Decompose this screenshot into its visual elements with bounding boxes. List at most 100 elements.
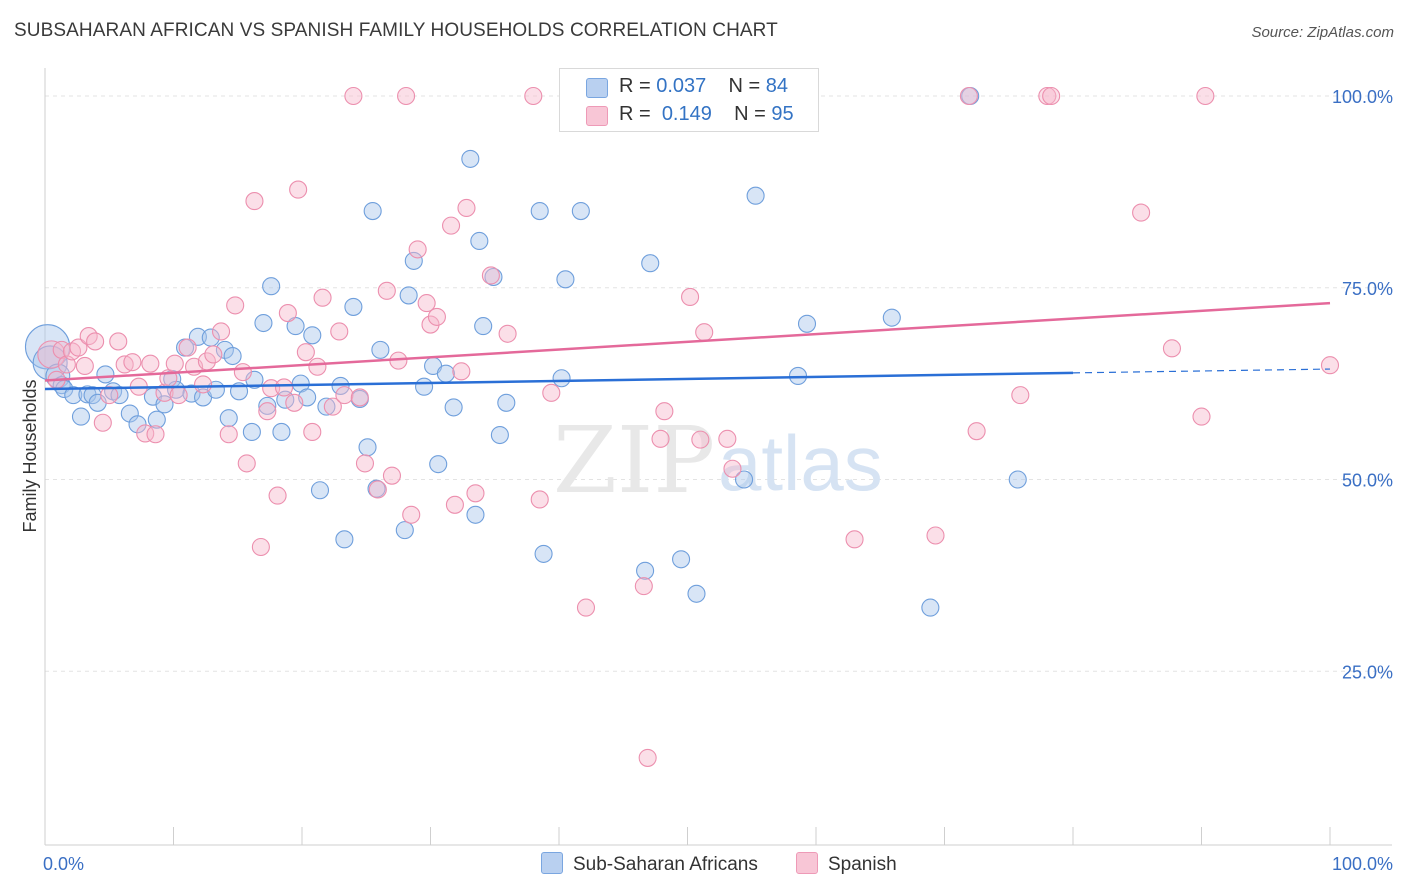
point-spanish (651, 429, 670, 448)
point-spanish (204, 345, 223, 364)
point-sub-saharan (636, 561, 655, 580)
point-spanish (219, 425, 238, 444)
point-spanish (350, 388, 369, 407)
point-spanish (274, 378, 294, 397)
point-sub-saharan (797, 314, 817, 333)
point-sub-saharan (147, 410, 166, 429)
point-spanish (1320, 356, 1340, 375)
point-spanish (691, 430, 710, 449)
point-sub-saharan (882, 308, 901, 327)
point-spanish (123, 353, 142, 372)
point-spanish (498, 324, 517, 343)
point-spanish (251, 537, 270, 557)
legend-n-value-pink: 95 (771, 103, 794, 125)
legend-swatch-pink (586, 106, 608, 126)
point-sub-saharan (96, 365, 115, 384)
point-sub-saharan (272, 422, 291, 441)
point-sub-saharan (363, 202, 382, 221)
point-spanish (695, 323, 714, 342)
point-sub-saharan (641, 254, 660, 273)
point-spanish (845, 530, 864, 549)
point-spanish (1042, 86, 1061, 106)
point-spanish (655, 402, 674, 421)
point-sub-saharan (571, 202, 590, 221)
watermark-atlas: atlas (718, 419, 883, 507)
point-sub-saharan (734, 470, 754, 489)
trend-lines (44, 301, 1331, 391)
point-spanish (959, 86, 978, 106)
legend-n-value-blue: 84 (765, 75, 789, 97)
point-spanish (402, 505, 421, 524)
point-spanish (417, 294, 436, 313)
point-sub-saharan (331, 376, 350, 395)
point-sub-saharan (258, 396, 277, 415)
point-sub-saharan (358, 438, 377, 457)
point-sub-saharan (470, 231, 489, 251)
legend-n-label: N = (728, 75, 761, 97)
correlation-legend: R = 0.037 N = 84 R = 0.149 N = 95 (559, 68, 819, 132)
point-sub-saharan (395, 521, 414, 540)
point-sub-saharan (490, 425, 509, 445)
point-sub-saharan (128, 415, 147, 434)
series-spanish (37, 86, 1340, 767)
point-sub-saharan (223, 346, 242, 366)
legend-r-value-pink: 0.149 (661, 103, 712, 125)
point-sub-saharan (444, 398, 463, 417)
y-tick-label: 50.0% (1342, 471, 1393, 491)
point-spanish (296, 343, 315, 362)
point-spanish (421, 315, 440, 334)
y-tick-label: 100.0% (1332, 87, 1393, 107)
point-spanish (268, 486, 287, 505)
point-spanish (262, 379, 281, 398)
point-spanish (237, 454, 256, 473)
y-axis-label: Family Households (20, 379, 40, 532)
point-spanish (355, 454, 375, 473)
point-spanish (1162, 339, 1181, 358)
point-spanish (452, 362, 471, 381)
point-spanish (481, 266, 500, 285)
point-spanish (308, 357, 327, 376)
y-tick-label: 25.0% (1342, 662, 1393, 682)
point-spanish (86, 332, 105, 351)
point-sub-saharan (254, 313, 273, 333)
point-sub-saharan (415, 377, 434, 396)
legend-r-label: R = (619, 103, 651, 125)
point-sub-saharan (474, 317, 493, 336)
point-sub-saharan (64, 386, 83, 405)
point-sub-saharan (399, 286, 418, 305)
y-tick-label: 75.0% (1342, 279, 1393, 299)
point-spanish (93, 413, 112, 432)
point-spanish (313, 288, 332, 307)
point-spanish (169, 386, 188, 405)
bottom-legend-swatch-pink (796, 852, 818, 874)
point-spanish (109, 332, 128, 351)
point-sub-saharan (310, 481, 330, 500)
point-sub-saharan (344, 297, 363, 316)
legend-n-label: N = (734, 103, 766, 125)
point-spanish (397, 86, 416, 106)
point-spanish (69, 338, 88, 357)
point-sub-saharan (317, 397, 336, 416)
watermark-zip: ZIP (553, 407, 715, 514)
point-spanish (245, 192, 264, 211)
point-spanish (233, 363, 252, 382)
point-sub-saharan (552, 369, 571, 388)
point-sub-saharan (1008, 470, 1027, 489)
point-spanish (1132, 203, 1151, 222)
point-spanish (285, 393, 304, 412)
bottom-legend-pink: Spanish (796, 852, 897, 876)
trend-line-pink (44, 301, 1331, 382)
point-sub-saharan (466, 505, 485, 524)
point-sub-saharan (371, 340, 390, 359)
gridlines (45, 95, 1392, 672)
point-sub-saharan (556, 270, 575, 289)
watermark: ZIP atlas (553, 407, 883, 514)
point-spanish (445, 495, 464, 514)
point-spanish (442, 216, 461, 235)
point-spanish (408, 240, 427, 259)
legend-r-label: R = (619, 75, 651, 97)
point-spanish (718, 429, 737, 448)
point-spanish (638, 748, 657, 767)
point-spanish (211, 322, 231, 341)
